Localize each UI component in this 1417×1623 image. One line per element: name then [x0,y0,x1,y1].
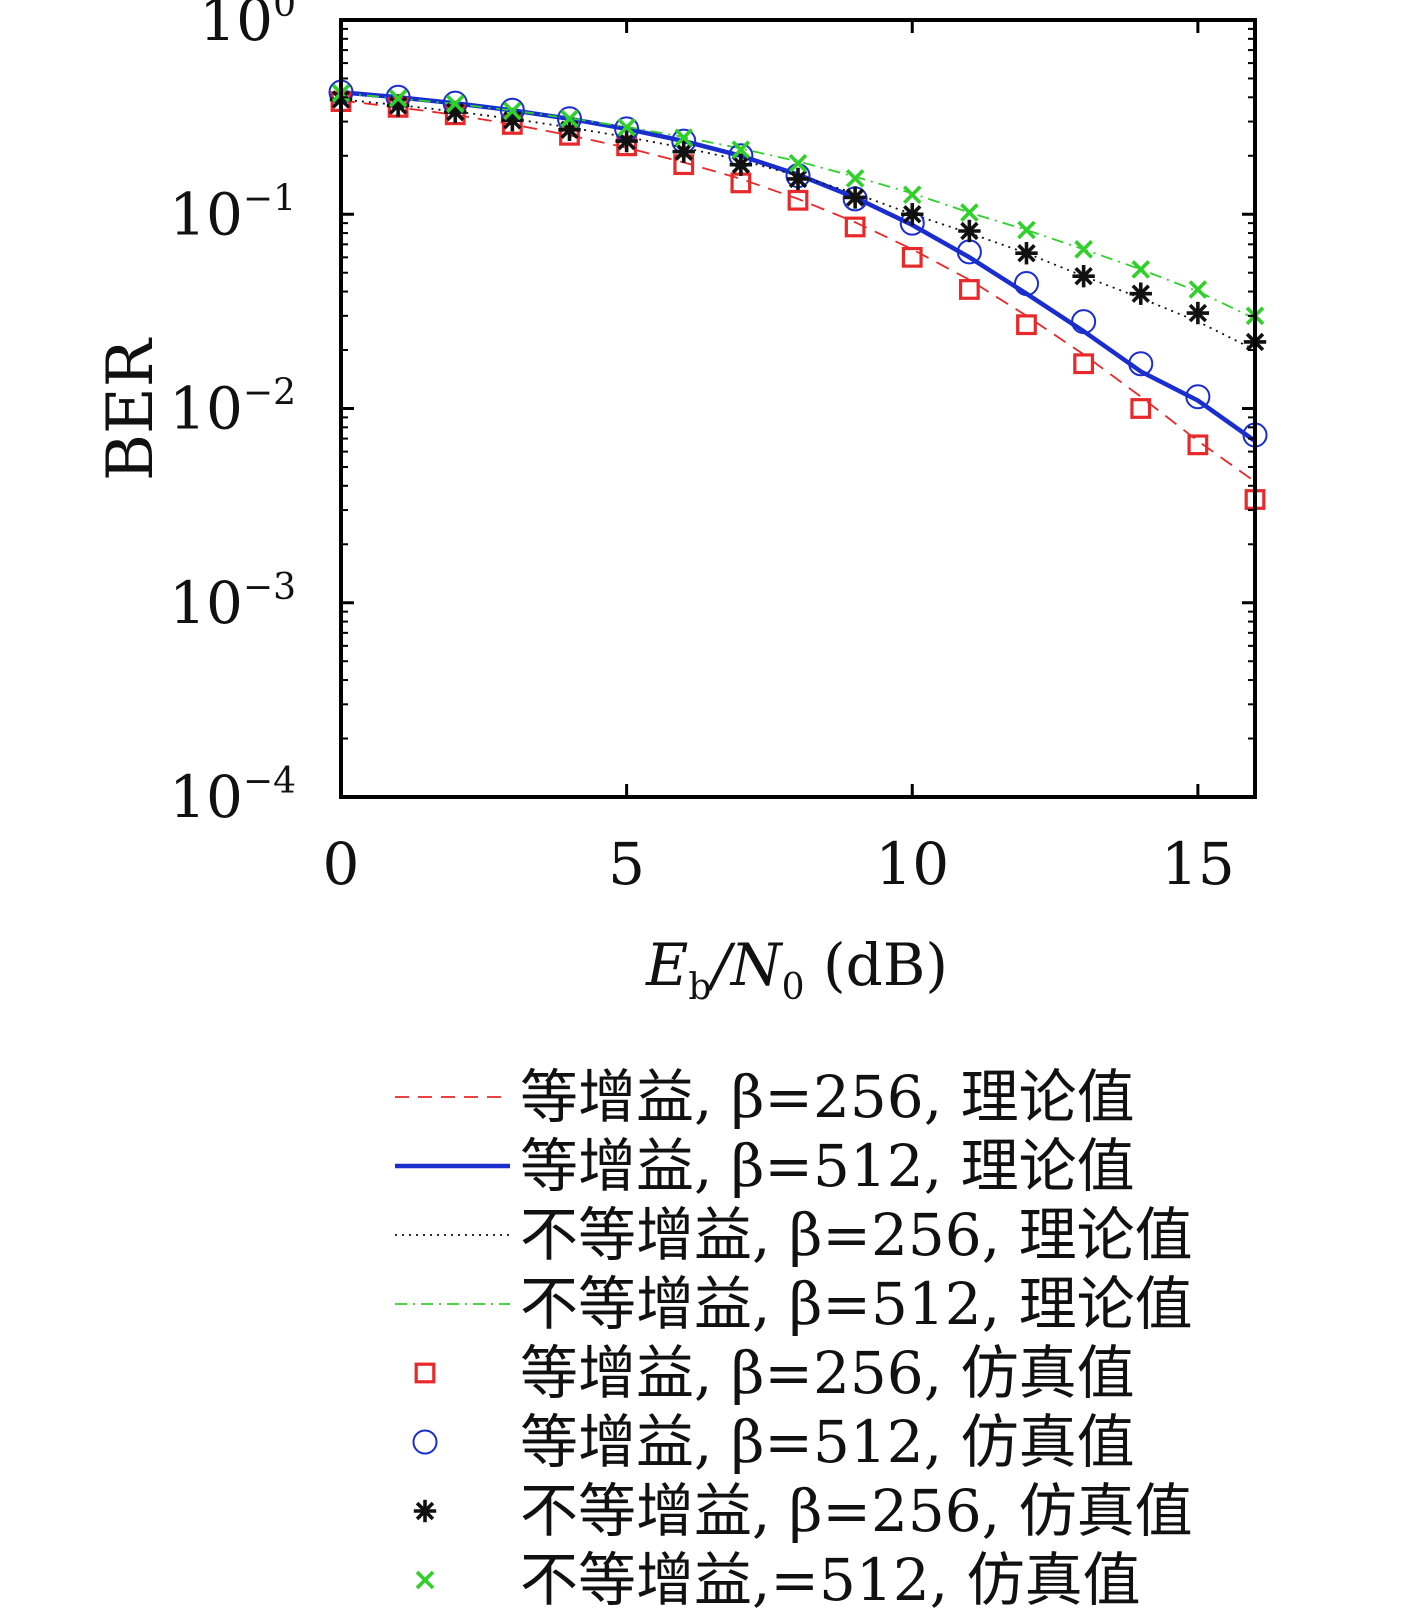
legend-entry: 不等增益, β=256, 仿真值 [395,1476,1375,1545]
legend-marker [415,1570,435,1589]
legend-label: 不等增益,=512, 仿真值 [520,1545,1141,1614]
data-point [1128,351,1154,377]
legend-label: 等增益, β=512, 仿真值 [520,1407,1135,1476]
legend-marker [413,1499,437,1522]
legend-swatch [415,1570,435,1589]
data-point [844,216,866,238]
data-point [845,169,865,188]
series-line-1 [340,89,1257,443]
y-axis-label: BER [94,337,168,481]
data-point [731,140,751,159]
data-point [1073,353,1095,375]
data-point [960,203,979,222]
legend-marker [414,1362,436,1383]
legend-label: 不等增益, β=256, 仿真值 [520,1476,1193,1545]
data-point [787,189,809,211]
data-point [617,118,636,137]
legend-swatch [412,1428,438,1455]
axes: 0 5 10 15 100 10−1 10−2 10−3 10−4 [169,0,1257,898]
series-markers-7 [331,83,1265,326]
legend-label: 等增益, β=256, 理论值 [520,1062,1135,1131]
plot-area [328,79,1268,510]
data-point [1131,260,1151,279]
legend-entry: 等增益, β=512, 仿真值 [395,1407,1375,1476]
x-tick-label: 0 [323,830,360,898]
data-point [901,246,923,268]
legend-swatch [414,1362,436,1383]
data-point [1186,301,1210,325]
legend-marker [412,1428,438,1455]
legend-label: 不等增益, β=512, 理论值 [520,1269,1193,1338]
data-point [1129,282,1152,305]
x-tick-label: 15 [1161,830,1235,898]
x-axis-label: Eb/N0 (dB) [645,931,948,1008]
data-point [729,153,753,176]
data-point [843,186,867,209]
data-point [445,94,465,114]
series-line-0 [340,99,1256,483]
data-point [1187,434,1209,456]
legend-label: 等增益, β=512, 理论值 [520,1131,1135,1200]
legend-swatch [413,1499,437,1522]
legend-entry: 不等增益,=512, 仿真值 [395,1545,1375,1614]
data-point [901,203,924,226]
data-point [1015,242,1038,265]
data-point [615,129,638,153]
data-point [786,167,810,191]
data-point [788,153,808,173]
data-point [1016,314,1037,336]
data-point [1130,398,1152,419]
data-point [902,185,922,205]
series-markers-4 [330,91,1266,510]
data-point [558,118,581,142]
legend-swatch [395,1095,510,1098]
data-point [1188,280,1208,299]
data-point [560,109,579,129]
legend-entry: 不等增益, β=256, 理论值 [395,1200,1375,1269]
legend-entry: 等增益, β=256, 仿真值 [395,1338,1375,1407]
data-point [503,101,522,121]
data-point [1072,264,1095,288]
y-tick-label: 100 [199,0,296,54]
x-tick-label: 5 [608,830,645,898]
data-point [388,89,408,108]
plot-frame [339,18,1257,799]
data-point [1071,309,1097,335]
series-markers-6 [329,88,1267,354]
data-point [1017,220,1036,240]
legend-label: 等增益, β=256, 仿真值 [520,1338,1135,1407]
legend: 等增益, β=256, 理论值 等增益, β=512, 理论值 不等增益, β=25… [395,1062,1375,1614]
legend-label: 不等增益, β=256, 理论值 [520,1200,1193,1269]
data-point [672,140,695,163]
legend-swatch [395,1163,510,1168]
legend-entry: 等增益, β=512, 理论值 [395,1131,1375,1200]
data-point [1074,240,1093,259]
legend-swatch [395,1302,510,1305]
legend-entry: 等增益, β=256, 理论值 [395,1062,1375,1131]
data-point [958,219,981,243]
legend-swatch [395,1233,510,1236]
y-tick-label: 10−3 [169,567,296,637]
y-tick-label: 10−1 [169,178,296,248]
data-point [674,128,694,147]
data-point [1013,270,1040,297]
series-line-2 [340,98,1256,351]
legend-entry: 不等增益, β=512, 理论值 [395,1269,1375,1338]
y-tick-label: 10−4 [169,761,296,831]
ber-chart: 0 5 10 15 100 10−1 10−2 10−3 10−4 BER Eb/N0 (dB) [94,0,1268,1008]
y-tick-label: 10−2 [169,373,296,443]
data-point [958,279,980,300]
series-line-3 [340,92,1256,320]
data-point [1185,384,1211,410]
x-tick-label: 10 [875,830,949,898]
